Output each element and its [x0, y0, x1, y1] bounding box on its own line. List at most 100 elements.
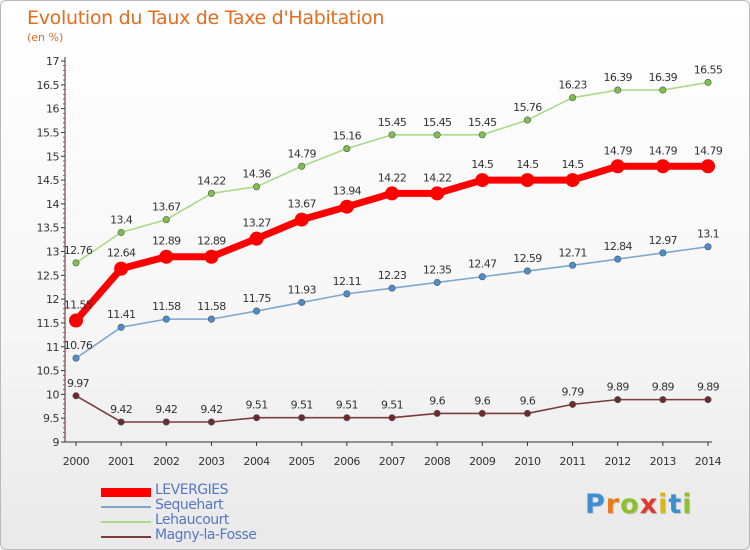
data-point-lehaucourt [433, 131, 441, 139]
y-tick-label: 11 [46, 341, 59, 354]
data-point-magny-la-fosse [433, 409, 441, 417]
x-tick-label: 2001 [108, 455, 134, 468]
data-point-magny-la-fosse [614, 396, 622, 404]
data-label-sequehart: 10.76 [64, 339, 93, 352]
data-point-magny-la-fosse [704, 396, 712, 404]
data-point-levergies [204, 249, 219, 264]
data-label-levergies: 14.79 [649, 144, 678, 157]
chart-subtitle: (en %) [27, 31, 64, 44]
data-point-lehaucourt [614, 86, 622, 94]
data-point-sequehart [659, 249, 667, 257]
y-tick-label: 12 [46, 293, 59, 306]
data-point-levergies [114, 261, 129, 276]
data-point-magny-la-fosse [523, 409, 531, 417]
data-label-levergies: 11.55 [64, 299, 93, 312]
data-label-magny-la-fosse: 9.79 [562, 385, 585, 398]
x-tick-label: 2005 [289, 455, 316, 468]
data-label-lehaucourt: 16.23 [558, 79, 587, 92]
y-tick-label: 9 [53, 436, 60, 449]
data-label-sequehart: 12.84 [603, 240, 632, 253]
y-tick-label: 14.5 [37, 174, 60, 187]
y-tick-label: 10.5 [37, 365, 60, 378]
data-label-sequehart: 12.23 [378, 269, 407, 282]
x-tick-label: 2008 [424, 455, 451, 468]
data-point-magny-la-fosse [388, 414, 396, 422]
data-label-magny-la-fosse: 9.6 [429, 394, 445, 407]
x-tick-label: 2012 [605, 455, 631, 468]
data-label-levergies: 13.67 [287, 198, 316, 211]
data-point-levergies [475, 173, 490, 188]
data-point-levergies [69, 313, 83, 328]
logo-letter: o [620, 489, 640, 520]
data-point-magny-la-fosse [207, 418, 215, 426]
data-point-lehaucourt [569, 94, 577, 102]
data-point-levergies [520, 173, 535, 188]
y-tick-label: 13.5 [37, 222, 60, 235]
data-label-levergies: 12.89 [197, 235, 226, 248]
data-point-lehaucourt [298, 162, 306, 170]
data-label-magny-la-fosse: 9.89 [607, 381, 630, 394]
data-label-magny-la-fosse: 9.89 [652, 381, 675, 394]
data-point-sequehart [162, 315, 170, 323]
data-label-lehaucourt: 14.36 [242, 168, 271, 181]
y-tick-label: 17 [46, 55, 59, 68]
data-point-sequehart [614, 255, 622, 263]
x-tick-label: 2002 [153, 455, 179, 468]
data-label-levergies: 12.89 [152, 235, 181, 248]
data-point-lehaucourt [659, 86, 667, 94]
data-label-magny-la-fosse: 9.42 [110, 403, 132, 416]
legend-swatch [101, 487, 151, 497]
data-point-sequehart [388, 284, 396, 292]
data-point-magny-la-fosse [478, 409, 486, 417]
data-label-magny-la-fosse: 9.42 [200, 403, 222, 416]
legend-swatch [101, 506, 151, 508]
data-point-lehaucourt [704, 78, 712, 86]
y-tick-label: 16 [46, 103, 59, 116]
x-tick-label: 2010 [514, 455, 541, 468]
data-label-lehaucourt: 14.22 [197, 174, 226, 187]
data-point-sequehart [433, 278, 441, 286]
data-point-lehaucourt [388, 131, 396, 139]
data-label-levergies: 12.64 [107, 247, 136, 260]
data-point-magny-la-fosse [569, 400, 577, 408]
data-label-levergies: 14.5 [471, 158, 494, 171]
data-label-lehaucourt: 14.79 [287, 147, 316, 160]
data-point-levergies [294, 212, 309, 227]
y-tick-label: 12.5 [37, 269, 60, 282]
data-label-sequehart: 11.93 [287, 283, 316, 296]
data-label-magny-la-fosse: 9.89 [697, 381, 720, 394]
x-tick-label: 2013 [650, 455, 677, 468]
data-point-magny-la-fosse [162, 418, 170, 426]
legend-label: Sequehart [155, 497, 224, 513]
data-label-magny-la-fosse: 9.51 [291, 399, 313, 412]
x-tick-label: 2006 [334, 455, 361, 468]
data-point-lehaucourt [253, 183, 261, 191]
data-label-levergies: 13.27 [242, 217, 271, 230]
data-point-lehaucourt [343, 145, 351, 153]
data-label-magny-la-fosse: 9.97 [67, 377, 90, 390]
logo-letter: i [682, 489, 693, 520]
chart-title: Evolution du Taux de Taxe d'Habitation [27, 7, 385, 29]
data-point-sequehart [343, 290, 351, 298]
data-label-sequehart: 13.1 [697, 228, 719, 241]
data-label-lehaucourt: 13.67 [152, 201, 181, 214]
data-label-sequehart: 12.11 [333, 275, 362, 288]
data-point-sequehart [569, 261, 577, 269]
data-point-sequehart [207, 315, 215, 323]
data-point-sequehart [117, 323, 125, 331]
y-tick-label: 14 [46, 198, 59, 211]
data-point-levergies [565, 173, 580, 188]
data-point-sequehart [523, 267, 531, 275]
data-label-levergies: 14.5 [516, 158, 539, 171]
logo-letter: i [658, 489, 669, 520]
data-label-magny-la-fosse: 9.51 [336, 399, 358, 412]
data-point-sequehart [72, 354, 80, 362]
logo-letter: P [585, 489, 606, 520]
data-label-lehaucourt: 12.76 [64, 244, 93, 257]
data-point-levergies [249, 231, 264, 246]
data-point-lehaucourt [162, 216, 170, 224]
data-label-lehaucourt: 15.45 [378, 116, 407, 129]
y-tick-label: 10 [46, 388, 59, 401]
data-label-lehaucourt: 15.76 [513, 101, 542, 114]
